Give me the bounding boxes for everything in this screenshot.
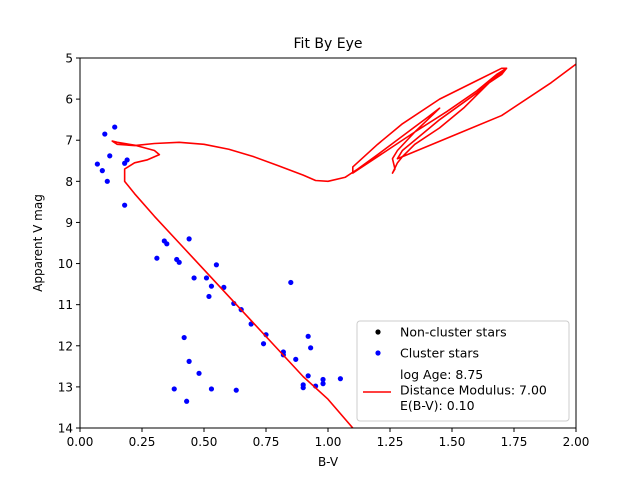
cluster-star-point — [181, 334, 187, 341]
y-tick-label: 11 — [58, 298, 73, 312]
x-axis-label: B-V — [318, 455, 339, 469]
cluster-star-point — [112, 124, 118, 130]
y-tick-label: 13 — [58, 380, 73, 394]
cluster-star-point — [320, 376, 326, 383]
x-tick-label: 1.00 — [315, 435, 342, 449]
y-tick-label: 9 — [65, 216, 73, 230]
cluster-star-point — [191, 275, 197, 281]
x-tick-label: 0.75 — [253, 435, 280, 449]
cluster-star-point — [196, 370, 202, 376]
y-tick-label: 12 — [58, 339, 73, 353]
cluster-star-point — [305, 373, 311, 379]
y-tick-label: 8 — [65, 175, 73, 189]
cluster-star-point — [184, 398, 190, 404]
legend-label-non-cluster: Non-cluster stars — [400, 325, 507, 340]
cluster-star-point — [107, 153, 113, 159]
legend-marker-non-cluster — [375, 329, 381, 335]
cluster-star-point — [337, 376, 343, 382]
x-tick-label: 0.25 — [129, 435, 156, 449]
legend-label-isochrone: log Age: 8.75 Distance Modulus: 7.00 E(B-V… — [400, 367, 547, 413]
x-tick-label: 0.50 — [191, 435, 218, 449]
x-tick-label: 0.00 — [67, 435, 94, 449]
axis-ticks: 0.00 0.25 0.50 0.75 1.00 1.25 1.50 1.75 2.00 5 6 7 8… — [58, 52, 590, 450]
x-tick-label: 2.00 — [563, 435, 590, 449]
cluster-star-point — [176, 259, 182, 265]
cluster-star-point — [320, 381, 326, 387]
cluster-star-point — [171, 386, 177, 392]
legend-box — [356, 320, 570, 422]
cluster-star-point — [208, 283, 215, 289]
legend-label-cluster: Cluster stars — [400, 346, 479, 361]
cluster-star-point — [206, 293, 212, 300]
cluster-star-point — [186, 236, 192, 242]
cluster-star-point — [308, 345, 314, 351]
x-tick-label: 1.25 — [377, 435, 404, 449]
x-tick-label: 1.50 — [439, 435, 466, 449]
cluster-star-point — [122, 202, 128, 208]
plot-frame — [79, 57, 577, 429]
cluster-star-point — [288, 279, 294, 286]
cluster-star-point — [154, 255, 160, 261]
cluster-star-point — [102, 131, 108, 137]
y-axis-label: Apparent V mag — [31, 194, 45, 292]
cluster-star-point — [208, 386, 215, 392]
legend-marker-cluster — [375, 350, 381, 356]
cluster-star-point — [124, 157, 130, 163]
cluster-star-point — [164, 241, 170, 247]
y-tick-label: 6 — [65, 93, 73, 107]
cluster-star-point — [104, 178, 110, 184]
cluster-star-point — [99, 168, 105, 174]
y-tick-label: 14 — [58, 422, 73, 436]
chart-title: Fit By Eye — [294, 36, 363, 52]
cluster-star-point — [305, 333, 311, 339]
cluster-star-point — [293, 356, 299, 362]
x-tick-label: 1.75 — [501, 435, 528, 449]
cluster-star-point — [260, 341, 267, 347]
cluster-star-point — [233, 387, 239, 393]
isochrone-line — [111, 63, 576, 428]
y-tick-label: 7 — [65, 134, 73, 148]
y-tick-label: 5 — [65, 52, 73, 66]
cluster-star-point — [300, 385, 306, 391]
cluster-star-point — [186, 358, 192, 364]
y-tick-label: 10 — [58, 257, 73, 271]
cluster-star-point — [203, 275, 210, 281]
cluster-star-point — [213, 262, 219, 268]
cluster-star-point — [94, 161, 100, 167]
legend: Non-cluster stars Cluster stars log Age: 8… — [356, 320, 570, 422]
